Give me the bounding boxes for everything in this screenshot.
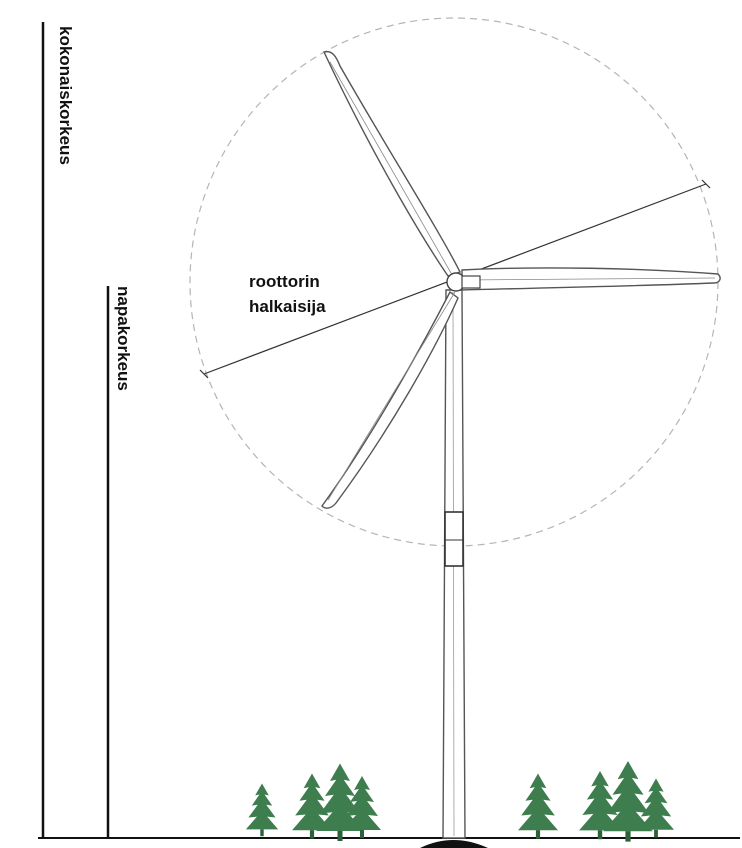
diameter-tick-right [701, 179, 711, 189]
foundation-shadow [420, 840, 488, 848]
hub-height-label: napakorkeus [114, 286, 133, 391]
conifer-tree-icon [518, 773, 558, 839]
tower-door [444, 511, 464, 567]
tree-group-left [245, 763, 381, 841]
tower [442, 289, 466, 839]
conifer-tree-icon [245, 783, 279, 837]
diameter-tick-left [199, 369, 209, 379]
blade-lower [321, 290, 459, 509]
total-height-label: kokonaiskorkeus [56, 26, 75, 165]
blade-upper [323, 50, 461, 277]
tree-group-right [518, 761, 675, 842]
rotor-blades [321, 50, 721, 509]
rotor-hub [446, 272, 481, 292]
rotor-diameter-label-line2: halkaisija [249, 297, 326, 316]
rotor-diameter-label-line1: roottorin [249, 272, 320, 291]
